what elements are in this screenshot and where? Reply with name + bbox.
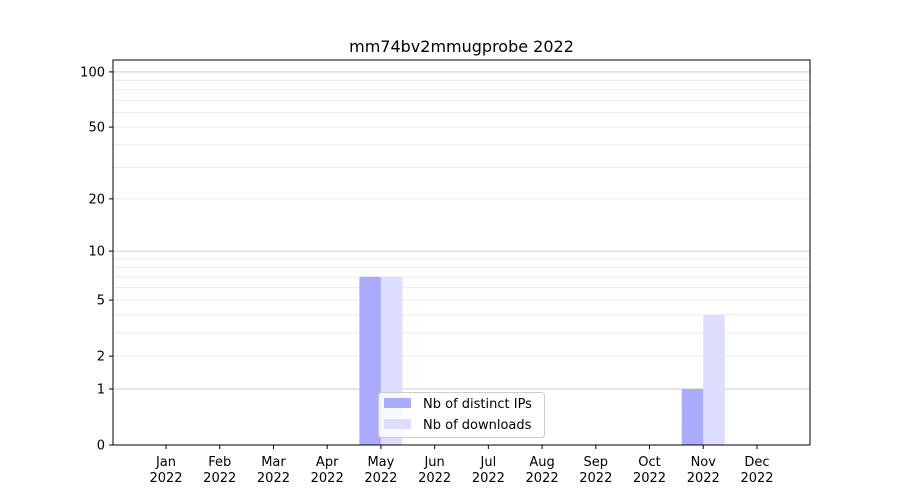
x-tick-label-month: Oct (638, 455, 660, 470)
x-tick-label-year: 2022 (311, 471, 344, 486)
x-tick-label-year: 2022 (740, 471, 773, 486)
y-tick-label: 2 (97, 350, 105, 365)
legend-label: Nb of downloads (423, 418, 532, 433)
legend-swatch (384, 419, 411, 429)
y-tick-label: 10 (88, 245, 105, 260)
x-tick-label-month: Aug (529, 455, 554, 470)
x-tick-label-month: Dec (744, 455, 769, 470)
legend-swatch (384, 398, 411, 408)
x-tick-label-year: 2022 (203, 471, 236, 486)
x-tick-label-year: 2022 (472, 471, 505, 486)
x-tick-label-year: 2022 (149, 471, 182, 486)
y-tick-label: 20 (88, 192, 105, 207)
x-tick-label-year: 2022 (364, 471, 397, 486)
legend-box (378, 392, 545, 438)
y-tick-label: 1 (97, 382, 105, 397)
chart-title: mm74bv2mmugprobe 2022 (349, 37, 574, 56)
plot-frame (112, 59, 811, 446)
bar-nb-of-distinct-ips-4 (359, 276, 381, 445)
x-tick-label-month: Jun (423, 455, 444, 470)
x-tick-label-year: 2022 (633, 471, 666, 486)
x-tick-label-year: 2022 (526, 471, 559, 486)
x-tick-label-year: 2022 (687, 471, 720, 486)
x-tick-label-month: Mar (261, 455, 286, 470)
legend-label: Nb of distinct IPs (423, 397, 532, 412)
x-tick-label-month: May (367, 455, 394, 470)
bar-nb-of-distinct-ips-10 (681, 388, 704, 445)
x-tick-label-month: Sep (584, 455, 609, 470)
bar-nb-of-downloads-10 (703, 314, 725, 445)
x-tick-label-month: Jul (480, 455, 497, 470)
y-tick-label: 5 (97, 294, 105, 309)
x-tick-label-year: 2022 (257, 471, 290, 486)
x-tick-label-month: Feb (208, 455, 231, 470)
x-tick-label-month: Nov (691, 455, 717, 470)
y-tick-label: 50 (88, 121, 105, 136)
y-tick-label: 100 (80, 65, 105, 80)
y-tick-label: 0 (97, 439, 105, 454)
x-tick-label-year: 2022 (579, 471, 612, 486)
x-tick-label-month: Jan (155, 455, 176, 470)
x-tick-label-month: Apr (316, 455, 339, 470)
x-tick-label-year: 2022 (418, 471, 451, 486)
